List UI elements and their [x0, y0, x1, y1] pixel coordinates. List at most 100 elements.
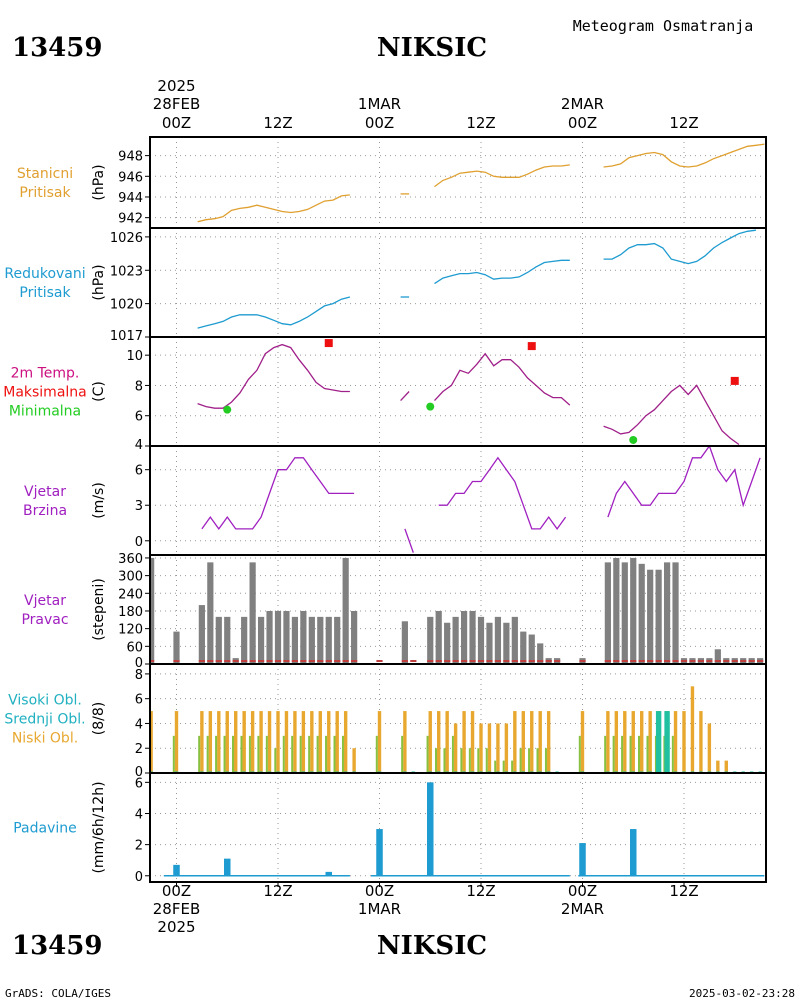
wind-direction-bar	[613, 557, 620, 664]
y-tick-label: 942	[118, 212, 143, 227]
low-cloud-bar	[276, 711, 280, 773]
mid-cloud-bar	[240, 735, 243, 773]
wind-direction-base	[740, 660, 747, 662]
wind-direction-base	[706, 660, 713, 662]
y-tick-label: 946	[118, 170, 143, 185]
wind-direction-base	[274, 660, 282, 662]
mid-cloud-bar	[604, 735, 607, 773]
wind-direction-base	[663, 660, 671, 662]
wind-direction-bar	[663, 562, 671, 664]
high-cloud-bar	[664, 711, 670, 773]
series-line-segment	[434, 164, 570, 188]
precipitation-bar	[173, 864, 180, 876]
mid-cloud-bar	[646, 735, 649, 773]
panel-frame	[149, 227, 767, 338]
wind-direction-bar	[241, 616, 248, 664]
wind-direction-base	[554, 660, 561, 662]
mid-cloud-bar	[375, 735, 378, 773]
wind-direction-base	[224, 660, 231, 662]
wind-direction-base	[672, 660, 679, 662]
time-axis-date-bottom: 28FEB	[153, 900, 200, 918]
frame-layer	[145, 136, 767, 887]
panel-side-label: Brzina	[23, 503, 67, 519]
y-tick-label: 60	[126, 640, 143, 655]
low-cloud-bar	[259, 711, 263, 773]
low-cloud-bar	[352, 748, 356, 773]
wind-direction-bar	[672, 562, 679, 664]
low-cloud-bar	[538, 711, 542, 773]
wind-direction-base	[520, 660, 527, 662]
panel-side-label: Pravac	[21, 612, 68, 628]
mid-cloud-bar	[671, 735, 674, 773]
y-tick-label: 4	[135, 807, 143, 822]
panel-frame	[149, 772, 767, 883]
wind-direction-base	[477, 660, 485, 662]
time-axis-hour-bottom: 00Z	[365, 882, 394, 900]
wind-direction-base	[334, 660, 341, 662]
y-tick-label: 6	[135, 776, 143, 791]
series-line-segment	[404, 528, 414, 553]
min-temperature-marker	[629, 435, 638, 444]
wind-direction-bar	[401, 621, 408, 664]
y-tick-label: 360	[118, 552, 143, 567]
station-id-top: 13459	[12, 33, 102, 63]
station-name-top: NIKSIC	[377, 33, 487, 63]
time-axis-hour-top: 12Z	[669, 114, 698, 132]
y-tick-label: 0	[135, 870, 143, 885]
low-cloud-bar	[284, 711, 289, 773]
wind-direction-base	[241, 660, 248, 662]
wind-direction-bar	[604, 562, 611, 664]
time-axis-year-top: 2025	[157, 77, 195, 95]
low-cloud-bar	[580, 711, 585, 773]
precipitation-bar	[630, 829, 637, 876]
low-cloud-bar	[487, 723, 492, 773]
low-cloud-bar	[200, 711, 204, 773]
y-tick-label: 1023	[110, 264, 143, 279]
panel-side-label: 2m Temp.	[11, 366, 80, 382]
wind-direction-bar	[494, 616, 502, 664]
temperature-line-segment	[197, 343, 350, 409]
mid-cloud-bar	[435, 748, 438, 773]
wind-direction-base	[604, 660, 611, 662]
time-axis-year-bottom: 2025	[157, 918, 195, 936]
low-cloud-bar	[614, 711, 619, 773]
panel-data-p6	[150, 686, 762, 773]
panel-side-label: Vjetar	[24, 484, 66, 500]
y-tick-label: 1017	[110, 329, 143, 344]
panel-side-label: Redukovani	[4, 266, 85, 282]
low-cloud-bar	[462, 711, 466, 773]
panel-side-label: Pritisak	[19, 185, 71, 201]
precipitation-bar	[579, 843, 586, 876]
wind-direction-base	[435, 660, 442, 662]
mid-cloud-bar	[333, 735, 336, 773]
time-axis-hour-top: 00Z	[162, 114, 191, 132]
low-cloud-bar	[673, 711, 678, 773]
panel-side-label: Maksimalna	[3, 385, 87, 401]
mid-cloud-bar	[232, 735, 235, 773]
mid-cloud-bar	[519, 748, 522, 773]
low-cloud-bar	[437, 711, 441, 773]
wind-direction-base	[680, 660, 688, 662]
wind-direction-base	[545, 660, 552, 662]
series-line-segment	[603, 229, 756, 265]
y-tick-label: 948	[118, 150, 143, 165]
station-name-bottom: NIKSIC	[377, 931, 487, 961]
y-tick-label: 8	[135, 668, 143, 683]
min-temperature-marker	[223, 405, 232, 414]
series-line-segment	[201, 457, 355, 531]
wind-direction-bar	[511, 616, 518, 664]
wind-direction-bar	[249, 562, 256, 664]
y-tick-label: 1026	[110, 231, 143, 246]
wind-direction-bar	[215, 616, 222, 664]
precipitation-bar	[427, 782, 434, 876]
mid-cloud-bar	[528, 748, 531, 773]
mid-cloud-bar	[172, 735, 175, 773]
mid-cloud-bar	[341, 735, 344, 773]
series-line-segment	[197, 194, 350, 223]
mid-cloud-bar	[401, 735, 404, 773]
low-cloud-bar	[623, 711, 627, 773]
low-cloud-bar	[267, 711, 272, 773]
wind-direction-base	[376, 660, 383, 662]
y-tick-label: 2	[135, 839, 143, 854]
